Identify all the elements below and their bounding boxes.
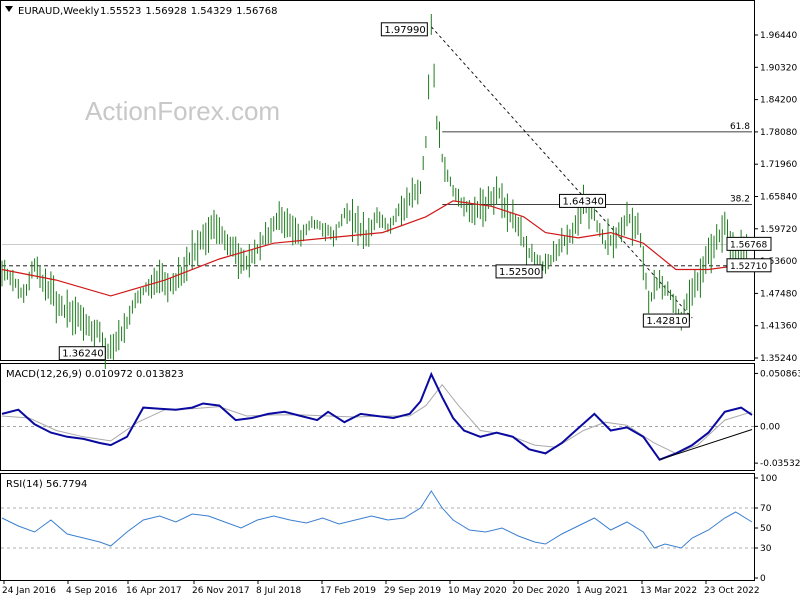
price-badge-box — [726, 258, 772, 273]
rsi-tick-label: 100 — [760, 474, 777, 484]
price-badge-label: 1.52710 — [730, 262, 767, 272]
price-tick-label: 1.96440 — [760, 31, 797, 41]
price-annotation-box — [58, 346, 106, 361]
watermark: ActionForex.com — [85, 96, 280, 126]
rsi-pane — [0, 473, 755, 581]
rsi-tick-label: 70 — [760, 504, 772, 514]
macd-trend-line — [659, 429, 753, 461]
price-tick-label: 1.84200 — [760, 96, 797, 106]
ohlc-high: 1.56928 — [145, 6, 186, 17]
x-tick-label: 16 Apr 2017 — [126, 586, 182, 596]
x-tick-label: 20 Dec 2020 — [512, 586, 570, 596]
price-annotation-box — [380, 22, 428, 37]
moving-average-line — [1, 200, 747, 297]
x-tick-label: 1 Aug 2021 — [576, 586, 628, 596]
price-tick-label: 1.71960 — [760, 160, 797, 170]
price-annotation-label: 1.64340 — [563, 196, 604, 207]
x-tick-label: 17 Feb 2019 — [320, 586, 376, 596]
x-tick-label: 13 Mar 2022 — [640, 586, 697, 596]
rsi-tick-label: 30 — [760, 544, 772, 554]
fib-label: 61.8 — [730, 122, 750, 132]
x-tick-label: 4 Sep 2016 — [66, 586, 118, 596]
price-series — [1, 14, 748, 369]
macd-tick-label: 0.050863 — [760, 369, 800, 379]
x-tick-label: 8 Jul 2018 — [256, 586, 301, 596]
fib-label: 38.2 — [730, 194, 750, 204]
chart-title: EURAUD,Weekly — [18, 6, 99, 17]
price-badge-label: 1.56768 — [730, 240, 767, 250]
ohlc-open: 1.55523 — [100, 6, 141, 17]
price-annotation-box — [559, 193, 607, 208]
rsi-tick-label: 0 — [760, 574, 766, 584]
macd-signal-line — [1, 383, 753, 454]
price-annotation-box — [642, 313, 690, 328]
price-tick-label: 1.59720 — [760, 225, 797, 235]
price-tick-label: 1.78080 — [760, 128, 797, 138]
rsi-tick-label: 50 — [760, 524, 772, 534]
price-tick-label: 1.41360 — [760, 322, 797, 332]
x-tick-label: 26 Nov 2017 — [192, 586, 250, 596]
macd-title: MACD(12,26,9) 0.010972 0.013823 — [6, 369, 184, 380]
title-triangle — [5, 6, 13, 12]
price-annotation-label: 1.36240 — [62, 349, 103, 360]
x-tick-label: 24 Jan 2016 — [2, 586, 56, 596]
macd-tick-label: -0.035322 — [760, 459, 800, 469]
price-annotation-label: 1.97990 — [384, 25, 425, 36]
price-tick-label: 1.90320 — [760, 63, 797, 73]
x-tick-label: 23 Oct 2022 — [704, 586, 760, 596]
price-pane — [0, 0, 755, 361]
price-tick-label: 1.65840 — [760, 192, 797, 202]
price-tick-label: 1.47480 — [760, 289, 797, 299]
macd-tick-label: 0.00 — [760, 422, 780, 432]
ohlc-close: 1.56768 — [236, 6, 277, 17]
price-annotation-box — [495, 264, 543, 279]
x-tick-label: 29 Sep 2019 — [384, 586, 441, 596]
macd-line — [1, 371, 753, 461]
price-trend-line — [431, 26, 693, 319]
ohlc-values: 1.55523 1.56928 1.54329 1.56768 — [100, 6, 277, 17]
price-annotation-label: 1.52500 — [499, 267, 540, 278]
x-tick-label: 10 May 2020 — [448, 586, 507, 596]
price-tick-label: 1.35240 — [760, 354, 797, 364]
price-annotation-label: 1.42810 — [646, 316, 687, 327]
ohlc-low: 1.54329 — [191, 6, 232, 17]
rsi-line — [1, 490, 753, 549]
price-badge-box — [726, 236, 772, 251]
price-tick-label: 1.53600 — [760, 257, 797, 267]
rsi-title: RSI(14) 56.7794 — [6, 479, 87, 490]
